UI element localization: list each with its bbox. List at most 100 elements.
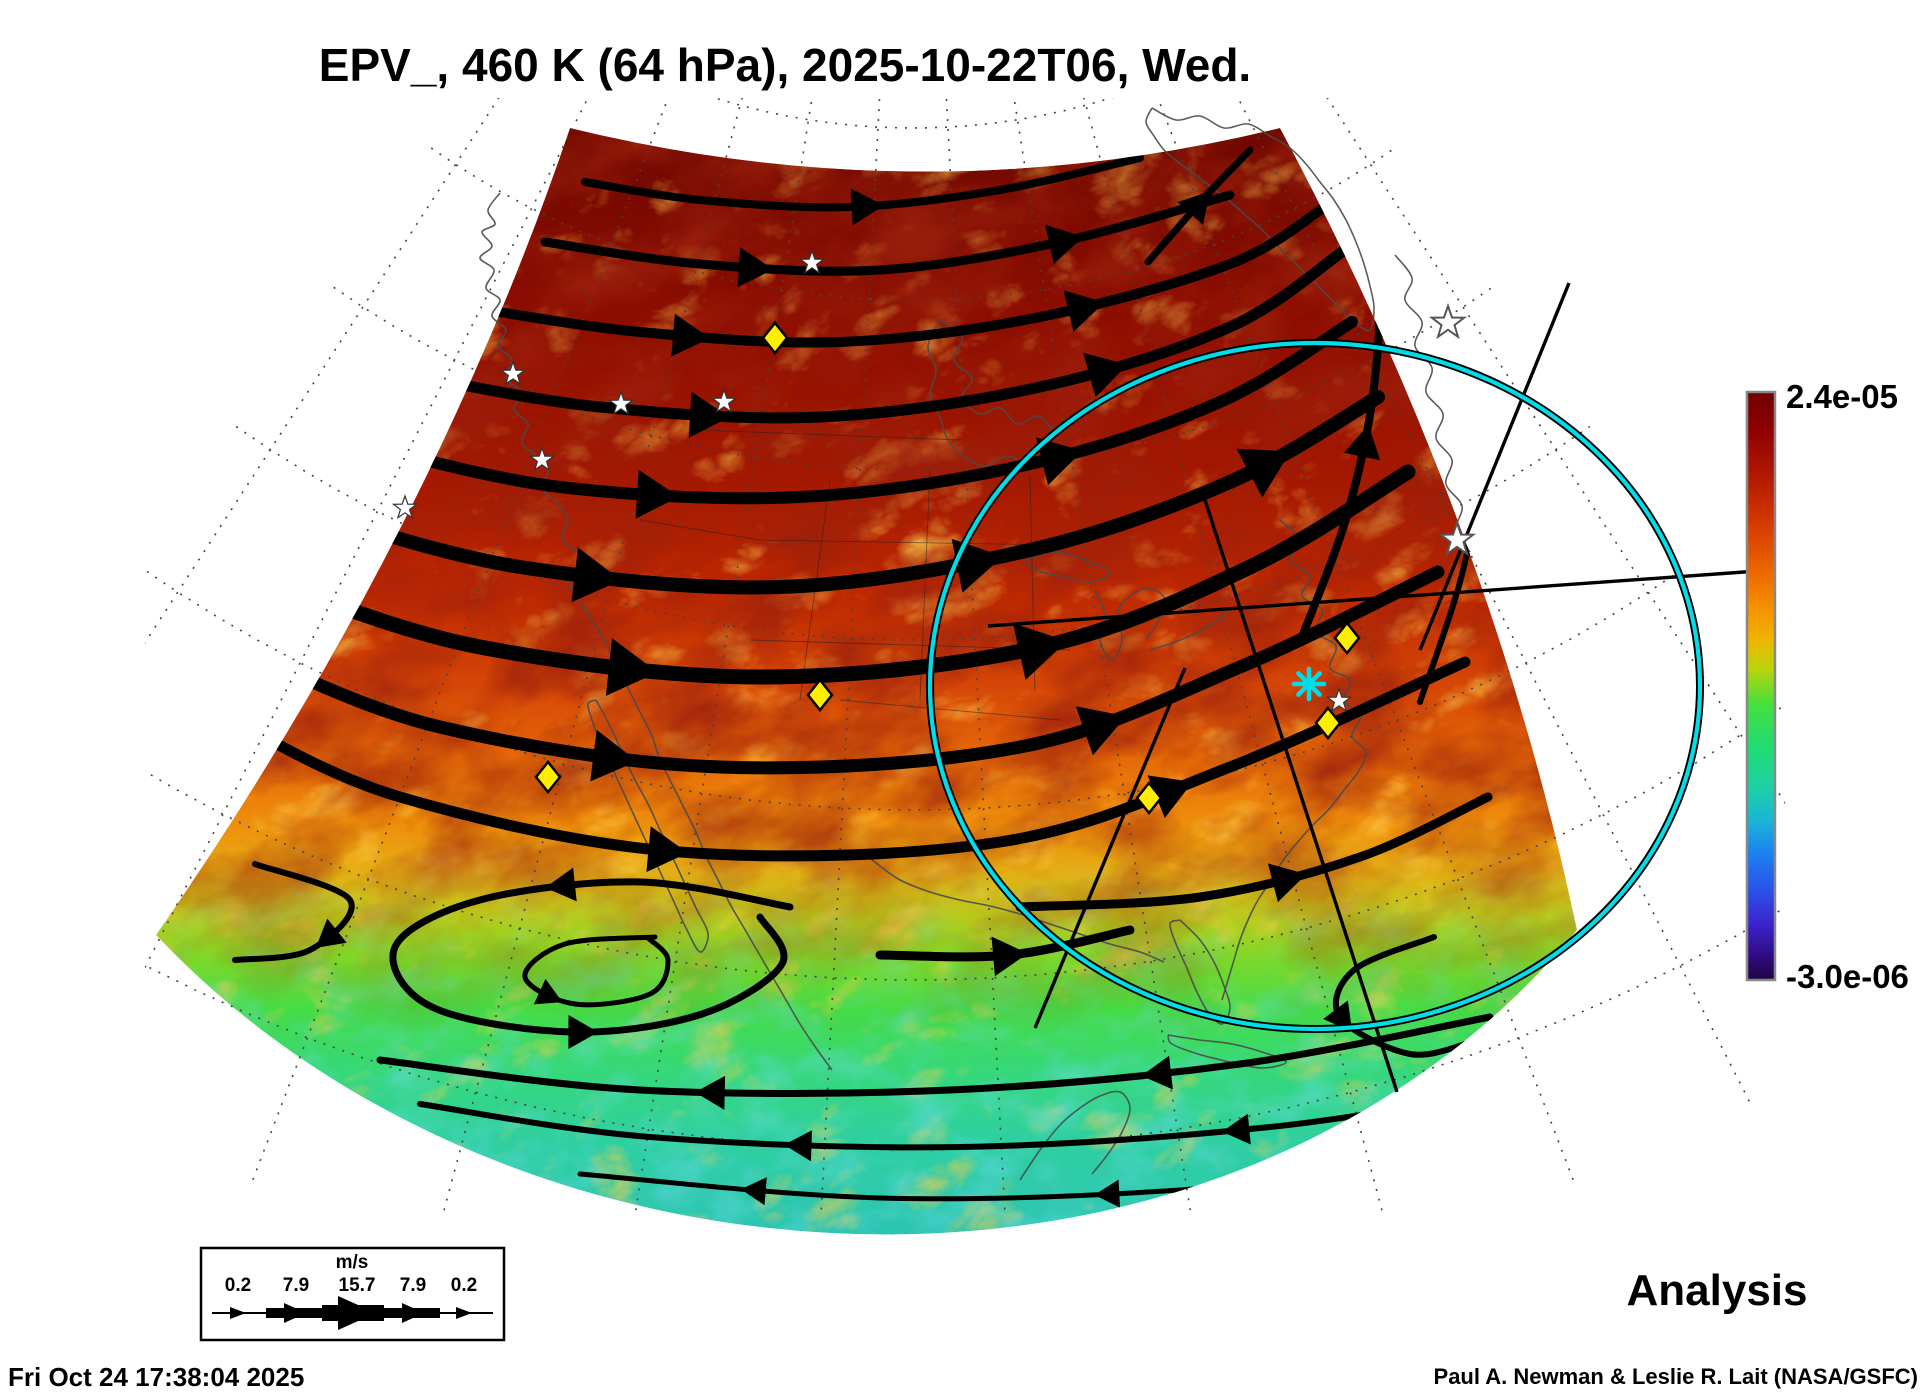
graticule-meridian bbox=[145, 98, 589, 970]
wind-streamline bbox=[232, 861, 355, 963]
graticule-meridian bbox=[1157, 98, 1577, 1188]
creation-timestamp: Fri Oct 24 17:38:04 2025 bbox=[8, 1362, 305, 1392]
streamline-arrowhead bbox=[1083, 352, 1128, 398]
state-border bbox=[639, 519, 761, 541]
streamline-arrowhead bbox=[737, 247, 774, 288]
analysis-label: Analysis bbox=[1626, 1266, 1808, 1315]
wind-streamline bbox=[318, 390, 1385, 595]
colorbar bbox=[1745, 390, 1777, 982]
streamline-arrowhead bbox=[1267, 863, 1307, 903]
streamline-arrowhead bbox=[315, 918, 347, 948]
streamline-arrowhead bbox=[590, 729, 638, 782]
streamline-arrowhead bbox=[688, 391, 730, 438]
graticule-parallel bbox=[145, 906, 1785, 1151]
colorbar-max-label: 2.4e-05 bbox=[1786, 378, 1898, 415]
station-star-marker bbox=[607, 390, 635, 416]
asterisk-marker bbox=[1296, 671, 1322, 697]
streamline-arrowhead bbox=[635, 469, 679, 519]
station-star-marker bbox=[499, 360, 527, 386]
graticule-meridian bbox=[249, 98, 669, 1188]
coastline bbox=[1167, 1034, 1287, 1069]
streamline-arrowhead bbox=[1323, 1000, 1353, 1032]
wind-legend-value-4: 7.9 bbox=[399, 1275, 427, 1296]
coastline bbox=[1024, 551, 1111, 583]
graticule-layer bbox=[145, 98, 1785, 1215]
figure-title: EPV_, 460 K (64 hPa), 2025-10-22T06, Wed… bbox=[318, 39, 1252, 91]
range-ring-layer bbox=[926, 339, 1704, 1033]
streamline-arrowhead bbox=[1222, 1113, 1251, 1145]
section-line bbox=[1203, 499, 1399, 1093]
streamline-arrowhead bbox=[850, 188, 884, 226]
state-border bbox=[839, 699, 1061, 721]
wind-arrow-medium-left bbox=[284, 1303, 306, 1323]
streamline-arrowhead bbox=[671, 313, 710, 357]
coastline bbox=[1149, 609, 1231, 651]
wind-streamline bbox=[414, 246, 1348, 424]
coastline bbox=[859, 849, 1165, 963]
wind-legend-value-5: 0.2 bbox=[450, 1275, 478, 1296]
outline-star-marker bbox=[1437, 519, 1477, 557]
station-diamond-marker bbox=[761, 320, 789, 356]
section-line bbox=[1033, 667, 1187, 1029]
state-border bbox=[699, 429, 961, 441]
wind-streamline bbox=[581, 154, 1144, 212]
wind-arrow-small-left bbox=[230, 1307, 246, 1319]
station-star-marker bbox=[391, 494, 419, 520]
coastline bbox=[1145, 107, 1375, 332]
streamline-arrowhead bbox=[605, 638, 658, 696]
wind-streamline bbox=[366, 316, 1358, 505]
streamline-arrowhead bbox=[533, 978, 563, 1005]
section-line bbox=[1418, 282, 1571, 651]
station-markers-layer bbox=[391, 249, 1477, 816]
wind-streamlines-layer bbox=[229, 146, 1513, 1208]
graticule-parallel bbox=[712, 98, 1114, 129]
wind-arrow-large-center bbox=[338, 1296, 376, 1330]
station-star-marker bbox=[710, 388, 738, 414]
wind-streamline bbox=[540, 190, 1235, 276]
wind-legend-value-1: 0.2 bbox=[224, 1275, 252, 1296]
streamline-arrowhead bbox=[1075, 706, 1127, 756]
station-diamond-marker bbox=[806, 677, 834, 713]
streamline-arrowhead bbox=[1177, 191, 1211, 225]
station-star-marker bbox=[798, 249, 826, 275]
graticule-parallel bbox=[430, 147, 1396, 301]
wind-streamline bbox=[1015, 792, 1493, 912]
streamline-arrowhead bbox=[545, 867, 577, 902]
coastline bbox=[559, 569, 833, 1071]
streamline-arrowhead bbox=[1063, 290, 1105, 332]
coastline bbox=[1221, 519, 1367, 1001]
streamline-arrowhead bbox=[784, 1130, 812, 1162]
station-diamond-marker bbox=[1333, 620, 1361, 656]
streamline-arrowhead bbox=[1361, 240, 1399, 275]
wind-streamline bbox=[522, 934, 671, 1008]
wind-streamline bbox=[376, 1013, 1494, 1097]
wind-streamline bbox=[417, 1087, 1513, 1151]
station-star-marker bbox=[1325, 687, 1353, 713]
wind-streamline bbox=[248, 565, 1445, 775]
wind-streamline bbox=[389, 878, 794, 1036]
streamline-arrowhead bbox=[1344, 424, 1381, 461]
wind-streamline bbox=[229, 656, 1471, 862]
graticule-meridian bbox=[441, 98, 743, 1215]
graticule-meridian bbox=[1013, 98, 1192, 1215]
station-diamond-marker bbox=[1135, 780, 1163, 816]
outline-star-marker bbox=[1428, 302, 1468, 340]
colorbar-min-label: -3.0e-06 bbox=[1786, 958, 1909, 995]
wind-streamline bbox=[277, 464, 1416, 685]
streamline-arrowhead bbox=[695, 1075, 726, 1110]
streamline-arrowhead bbox=[646, 826, 688, 873]
station-diamond-marker bbox=[534, 759, 562, 795]
streamline-arrowhead bbox=[991, 936, 1028, 977]
graticule-meridian bbox=[634, 98, 813, 1215]
streamline-arrowhead bbox=[1036, 437, 1083, 485]
wind-legend-value-2: 7.9 bbox=[282, 1275, 310, 1296]
state-border bbox=[759, 539, 1061, 546]
range-ring bbox=[927, 340, 1703, 1032]
wind-legend-box bbox=[199, 1246, 506, 1342]
graticule-meridian bbox=[1237, 98, 1754, 1109]
graticule-meridian bbox=[145, 98, 500, 645]
wind-arrow-medium-right bbox=[402, 1303, 424, 1323]
